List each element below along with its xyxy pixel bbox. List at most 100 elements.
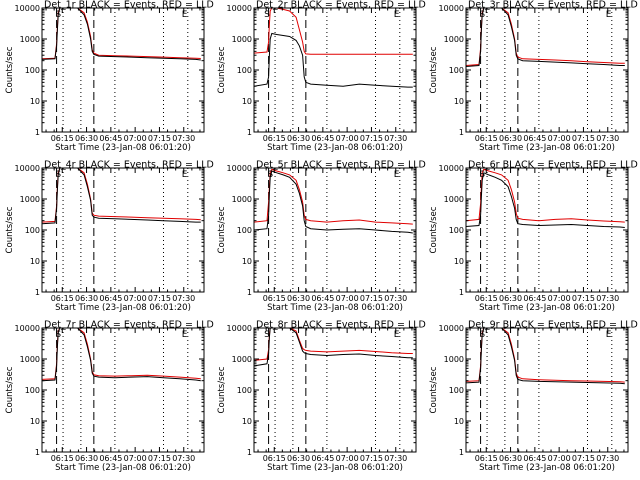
x-tick-label: 07:30 <box>172 294 195 303</box>
x-tick-label: 06:15 <box>51 454 74 463</box>
lld-series-line <box>466 328 625 383</box>
x-tick-label: 06:30 <box>499 134 522 143</box>
x-tick-label: 07:30 <box>596 134 619 143</box>
x-tick-label: 07:00 <box>336 134 359 143</box>
y-tick-label: 10000 <box>15 4 40 13</box>
y-tick-label: 100 <box>237 386 252 395</box>
flag-label-s: S <box>264 330 270 340</box>
flag-label-s: S <box>264 10 270 20</box>
lld-series-line <box>42 168 201 223</box>
plot-frame <box>253 7 417 133</box>
x-axis-label: Start Time (23-Jan-08 06:01:20) <box>55 303 191 313</box>
x-axis-label: Start Time (23-Jan-08 06:01:20) <box>55 143 191 153</box>
y-tick-label: 100 <box>237 226 252 235</box>
flag-label-s: S <box>479 170 485 180</box>
chart-title: Det_4r BLACK = Events, RED = LLD <box>44 160 214 171</box>
plot-frame <box>41 327 205 453</box>
flag-label-e: E <box>606 10 612 20</box>
y-tick-label: 1000 <box>232 195 252 204</box>
y-tick-label: 10 <box>30 417 40 426</box>
y-tick-label: 1 <box>247 448 252 457</box>
flag-label-e: E <box>394 170 400 180</box>
y-axis-label: Counts/sec <box>5 366 15 413</box>
x-tick-label: 06:45 <box>311 134 334 143</box>
y-tick-label: 1 <box>35 448 40 457</box>
x-axis-label: Start Time (23-Jan-08 06:01:20) <box>267 303 403 313</box>
flag-label-s: S <box>479 330 485 340</box>
chart-title: Det_9r BLACK = Events, RED = LLD <box>468 320 638 331</box>
x-tick-label: 06:30 <box>75 134 98 143</box>
chart-title: Det_1r BLACK = Events, RED = LLD <box>44 0 214 11</box>
y-tick-label: 1 <box>247 288 252 297</box>
y-axis-label: Counts/sec <box>217 206 227 253</box>
x-tick-label: 06:30 <box>287 134 310 143</box>
chart-title: Det_6r BLACK = Events, RED = LLD <box>468 160 638 171</box>
x-tick-label: 06:30 <box>75 454 98 463</box>
flag-label-e: E <box>182 170 188 180</box>
y-tick-label: 100 <box>237 66 252 75</box>
x-tick-label: 07:15 <box>572 134 595 143</box>
flag-label-s: S <box>55 330 61 340</box>
y-axis-label: Counts/sec <box>217 366 227 413</box>
y-tick-label: 1000 <box>20 195 40 204</box>
y-tick-label: 10 <box>30 97 40 106</box>
x-tick-label: 06:15 <box>263 454 286 463</box>
chart-title: Det_7r BLACK = Events, RED = LLD <box>44 320 214 331</box>
y-tick-label: 1000 <box>444 195 464 204</box>
x-tick-label: 06:45 <box>311 454 334 463</box>
x-axis-label: Start Time (23-Jan-08 06:01:20) <box>479 463 615 473</box>
y-tick-label: 100 <box>25 226 40 235</box>
x-tick-label: 06:15 <box>263 134 286 143</box>
y-tick-label: 100 <box>449 386 464 395</box>
events-series-line <box>466 328 625 385</box>
plot-frame <box>465 327 629 453</box>
y-axis-label: Counts/sec <box>5 46 15 93</box>
x-tick-label: 07:30 <box>596 294 619 303</box>
y-tick-label: 1000 <box>444 355 464 364</box>
x-axis-label: Start Time (23-Jan-08 06:01:20) <box>479 143 615 153</box>
y-tick-label: 10 <box>30 257 40 266</box>
chart-title: Det_3r BLACK = Events, RED = LLD <box>468 0 638 11</box>
flag-label-e: E <box>394 10 400 20</box>
flag-label-s: S <box>479 10 485 20</box>
y-tick-label: 10000 <box>15 164 40 173</box>
x-tick-label: 06:45 <box>523 134 546 143</box>
lld-series-line <box>42 8 201 60</box>
flag-label-e: E <box>606 170 612 180</box>
x-tick-label: 06:30 <box>287 294 310 303</box>
y-tick-label: 1 <box>459 128 464 137</box>
plot-frame <box>253 327 417 453</box>
x-tick-label: 06:30 <box>75 294 98 303</box>
y-tick-label: 1000 <box>444 35 464 44</box>
x-tick-label: 06:45 <box>99 454 122 463</box>
events-series-line <box>466 172 625 228</box>
x-tick-label: 06:15 <box>475 134 498 143</box>
flag-label-s: S <box>55 170 61 180</box>
x-tick-label: 07:00 <box>548 134 571 143</box>
x-tick-label: 06:15 <box>51 134 74 143</box>
events-series-line <box>42 328 201 382</box>
x-axis-label: Start Time (23-Jan-08 06:01:20) <box>55 463 191 473</box>
x-tick-label: 07:15 <box>360 134 383 143</box>
x-tick-label: 07:15 <box>572 294 595 303</box>
y-axis-label: Counts/sec <box>5 206 15 253</box>
y-tick-label: 1 <box>459 288 464 297</box>
x-tick-label: 07:30 <box>172 454 195 463</box>
chart-title: Det_2r BLACK = Events, RED = LLD <box>256 0 426 11</box>
y-tick-label: 100 <box>25 386 40 395</box>
y-axis-label: Counts/sec <box>429 366 439 413</box>
y-tick-label: 10 <box>454 97 464 106</box>
y-tick-label: 10 <box>242 417 252 426</box>
plot-frame <box>465 7 629 133</box>
y-tick-label: 1 <box>459 448 464 457</box>
x-tick-label: 06:15 <box>475 454 498 463</box>
y-tick-label: 1000 <box>20 355 40 364</box>
x-tick-label: 06:45 <box>99 134 122 143</box>
y-axis-label: Counts/sec <box>217 46 227 93</box>
